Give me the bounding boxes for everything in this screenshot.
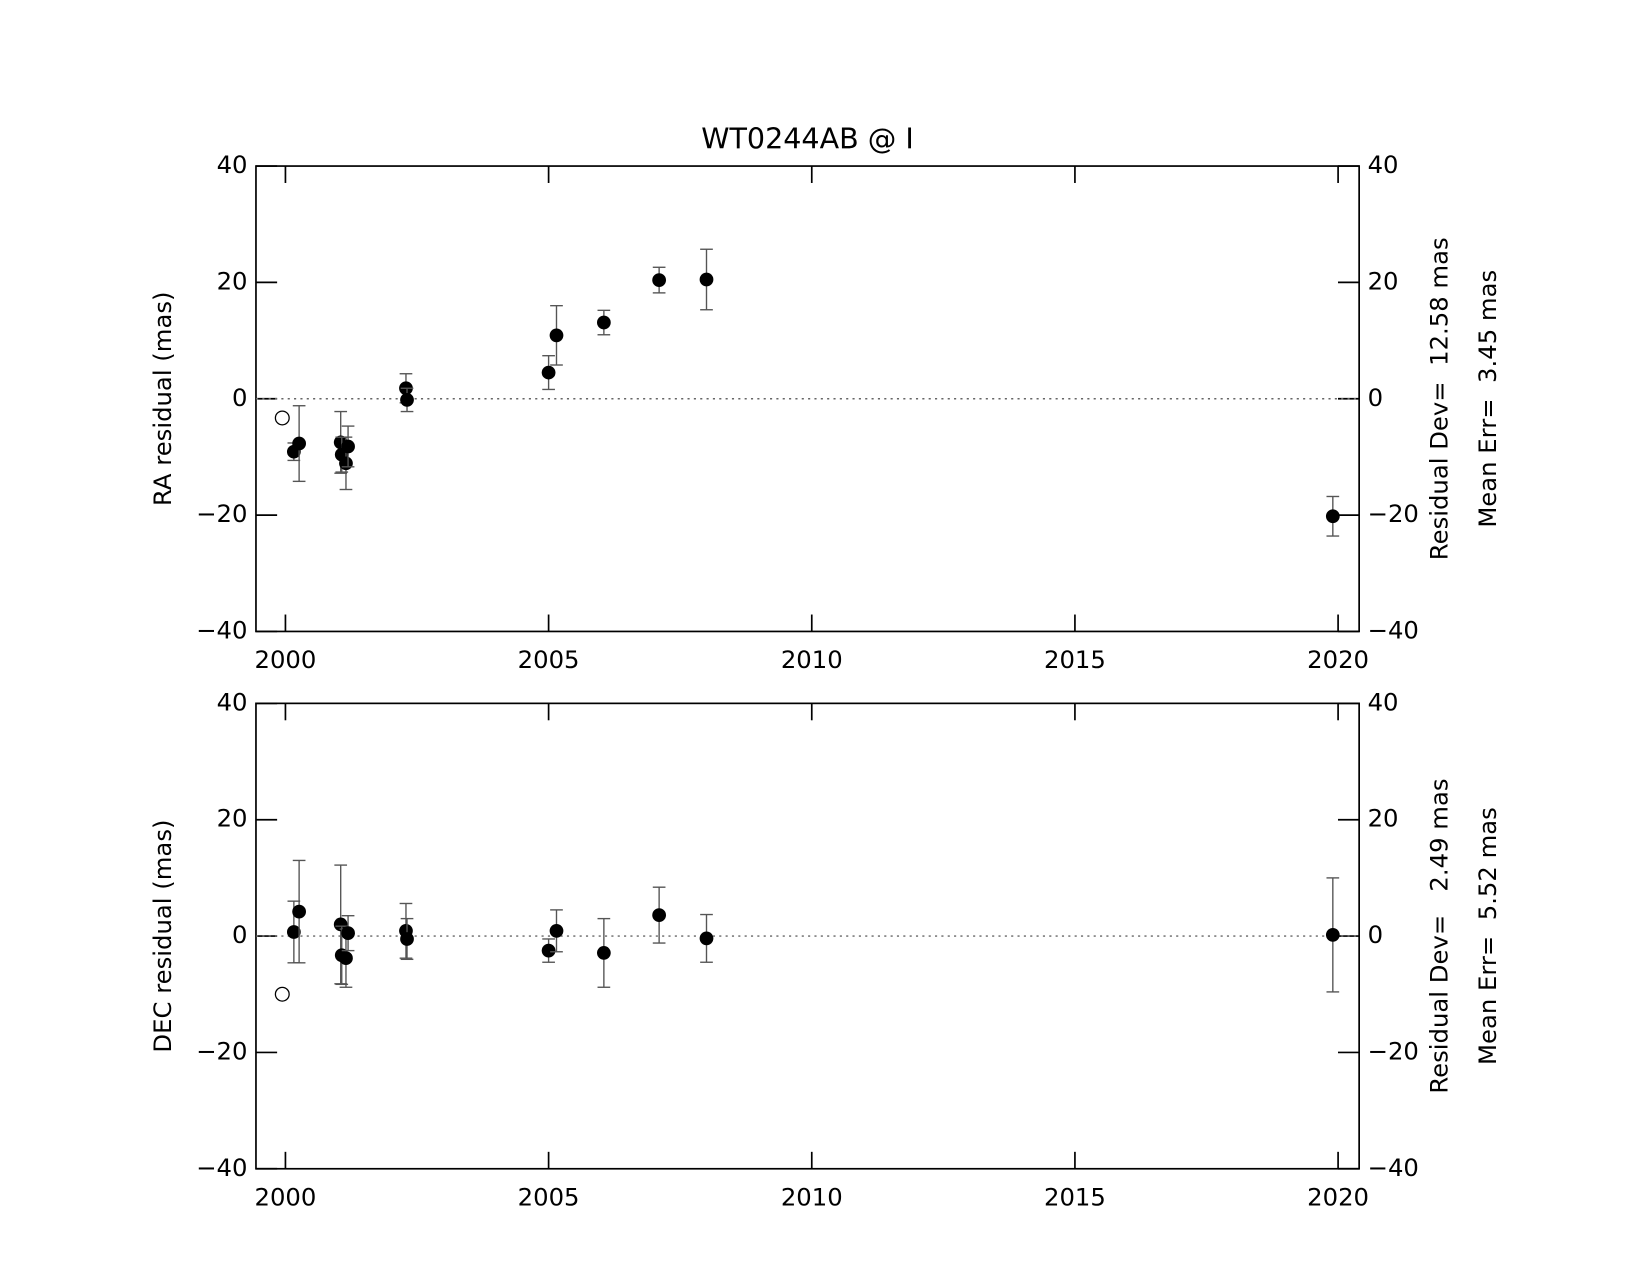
y-tick-label: 20 [217,266,248,295]
y-tick-label: 40 [217,150,248,179]
data-point [549,328,564,343]
x-tick-label: 2010 [781,1182,843,1211]
x-tick-label: 2005 [518,1182,580,1211]
data-point [541,365,556,380]
y2-tick-label: −20 [1368,1036,1419,1065]
y-tick-label: −40 [196,615,247,644]
y-tick-label: 20 [217,804,248,833]
y-tick-label: −20 [196,499,247,528]
y2-tick-label: 0 [1368,383,1383,412]
data-point [400,932,414,946]
data-point [596,946,611,960]
y-tick-label: 0 [232,383,247,412]
y2-tick-label: −20 [1368,499,1419,528]
x-tick-label: 2005 [518,645,580,674]
data-point [652,273,667,287]
annotation: Residual Dev= 2.49 mas [1425,778,1454,1093]
rejected-point [274,986,290,1002]
x-tick-label: 2015 [1044,1182,1106,1211]
y2-tick-label: 20 [1368,804,1399,833]
y2-tick-label: 20 [1368,266,1399,295]
data-point [292,904,306,919]
y-tick-label: −40 [196,1153,247,1182]
y2-tick-label: 40 [1368,687,1399,716]
y2-tick-label: 40 [1368,150,1399,179]
data-point [292,436,306,451]
x-tick-label: 2020 [1307,645,1369,674]
data-point [286,925,301,939]
data-point [652,908,667,922]
chart-title: WT0244AB @ I [701,122,914,156]
annotation: Mean Err= 5.52 mas [1473,807,1502,1065]
data-point [541,943,556,958]
data-point [339,456,353,471]
x-tick-label: 2000 [255,645,317,674]
rejected-point [274,410,290,426]
y2-tick-label: −40 [1368,615,1419,644]
x-tick-label: 2000 [255,1182,317,1211]
data-point [699,272,714,287]
annotation: Residual Dev= 12.58 mas [1425,237,1454,560]
y-axis-label: DEC residual (mas) [148,820,177,1053]
data-point [1325,509,1340,524]
y2-tick-label: 0 [1368,920,1383,949]
data-point [596,315,611,330]
x-tick-label: 2015 [1044,645,1106,674]
y-tick-label: 40 [217,687,248,716]
data-point [1325,928,1340,942]
data-point [341,926,355,941]
y2-tick-label: −40 [1368,1153,1419,1182]
annotation: Mean Err= 3.45 mas [1473,270,1502,528]
y-tick-label: 0 [232,920,247,949]
data-point [549,923,564,938]
data-point [699,931,714,946]
data-point [339,951,353,966]
data-point [341,439,355,454]
x-tick-label: 2020 [1307,1182,1369,1211]
x-tick-label: 2010 [781,645,843,674]
y-tick-label: −20 [196,1036,247,1065]
y-axis-label: RA residual (mas) [148,291,177,506]
plot-root: WT0244AB @ I RA residual (mas) Residual De… [148,122,1502,1212]
data-point [400,393,414,407]
